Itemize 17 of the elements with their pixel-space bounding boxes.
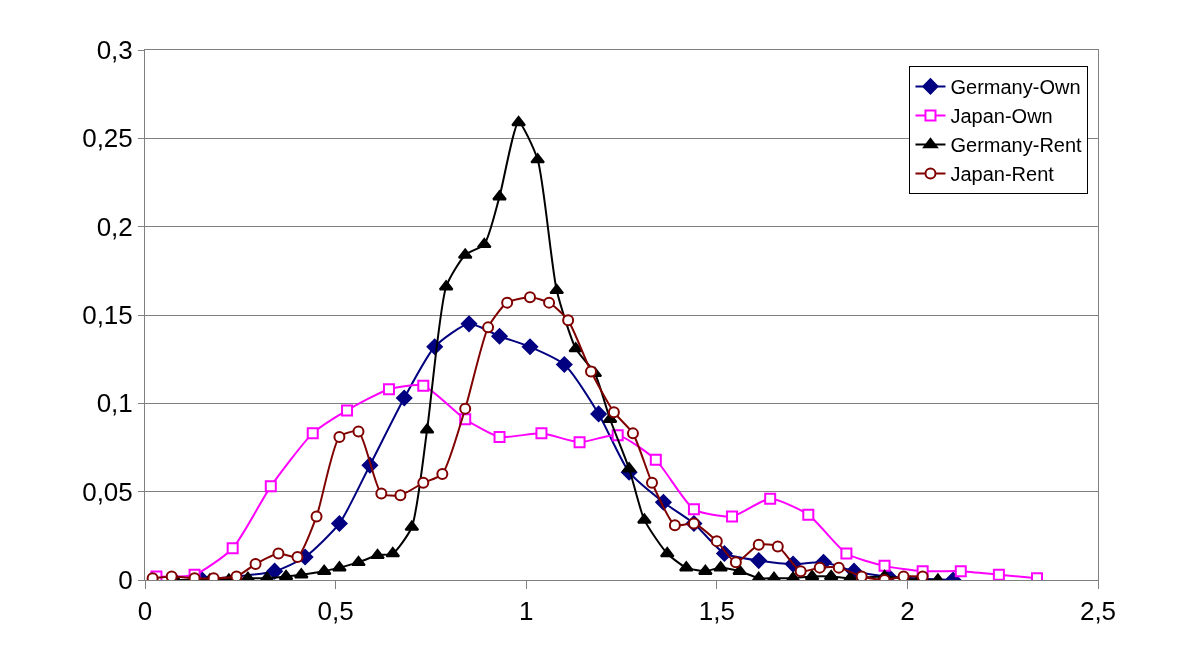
x-tick-label: 2	[900, 596, 915, 627]
y-tick-label: 0,1	[96, 388, 133, 419]
y-tick-label: 0,3	[96, 35, 133, 66]
legend-label: Japan-Own	[950, 105, 1053, 128]
x-tick-label: 0,5	[317, 596, 354, 627]
x-tick-label: 1,5	[698, 596, 735, 627]
x-tick-label: 0	[137, 596, 153, 627]
y-tick-label: 0,25	[82, 123, 133, 154]
legend-label: Germany-Rent	[950, 134, 1083, 157]
y-tick-label: 0,2	[96, 211, 133, 242]
legend-label: Germany-Own	[950, 76, 1081, 99]
x-tick-label: 1	[518, 596, 534, 627]
x-tick-label: 2,5	[1079, 596, 1117, 627]
legend-label: Japan-Rent	[950, 163, 1055, 186]
y-tick-label: 0,05	[82, 476, 133, 507]
y-tick-label: 0	[118, 565, 133, 596]
y-tick-label: 0,15	[82, 300, 133, 331]
